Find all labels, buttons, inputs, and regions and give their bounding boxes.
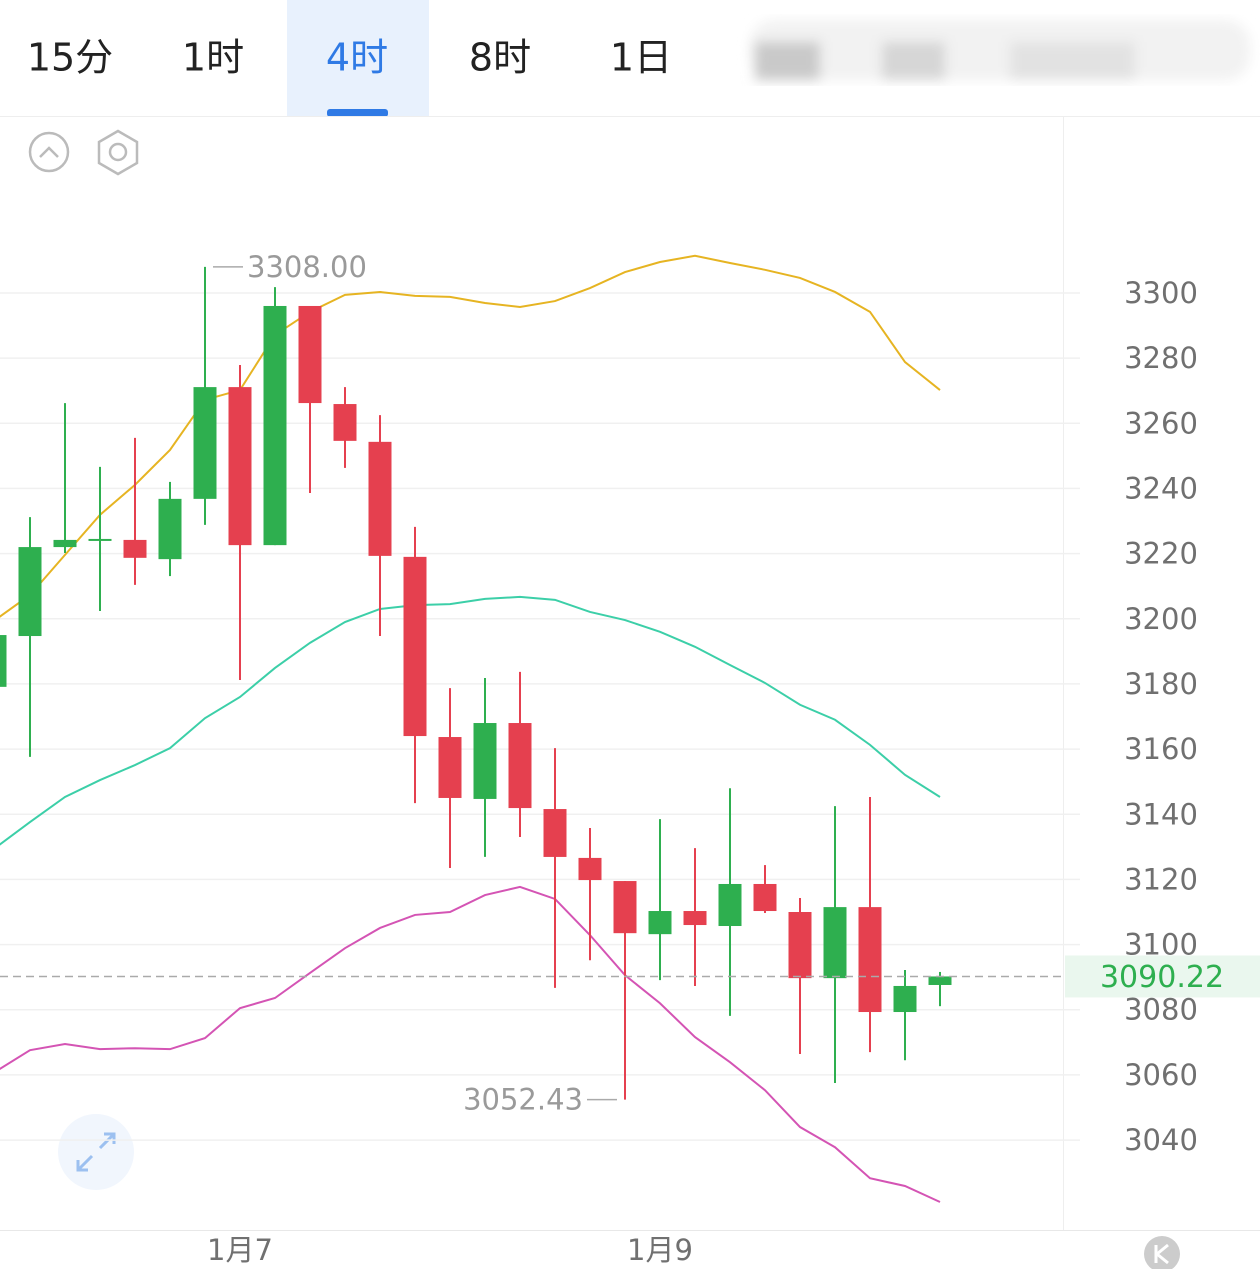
candle-body xyxy=(263,305,287,546)
last-price-box xyxy=(1065,955,1260,998)
fullscreen-icon xyxy=(76,1132,116,1172)
candle-body xyxy=(228,387,252,546)
blur xyxy=(755,42,820,80)
x-tick-label: 1月9 xyxy=(627,1233,693,1267)
settings-icon-center xyxy=(108,142,128,162)
candle-body xyxy=(578,857,602,881)
blur xyxy=(750,20,1250,80)
band-line xyxy=(0,595,941,846)
blur xyxy=(882,42,945,80)
band-line xyxy=(0,254,941,618)
candle-body xyxy=(473,723,497,799)
y-tick-label: 3280 xyxy=(1124,341,1198,375)
tab[interactable]: 15分 xyxy=(27,36,113,80)
last-price-label: 3090.22 xyxy=(1100,960,1224,995)
candle-body xyxy=(368,441,392,556)
candle-body xyxy=(18,547,42,637)
selected-tab-bg xyxy=(287,0,429,116)
blur xyxy=(1010,42,1135,80)
candle-body xyxy=(333,404,357,441)
tab-indicator xyxy=(327,109,388,117)
candle-body xyxy=(0,635,7,687)
candle-body xyxy=(88,538,112,541)
candle-body xyxy=(123,539,147,558)
candle-body xyxy=(403,556,427,737)
y-tick-label: 3040 xyxy=(1124,1123,1198,1157)
candle-body xyxy=(858,907,882,1013)
y-tick-label: 3200 xyxy=(1124,602,1198,636)
candle-body xyxy=(298,305,322,404)
candle-body xyxy=(718,883,742,927)
candle-body xyxy=(753,883,777,912)
candle-body xyxy=(893,985,917,1013)
x-tick-label: 1月7 xyxy=(207,1233,273,1267)
collapse-icon-arrow xyxy=(39,146,59,158)
y-tick-label: 3140 xyxy=(1124,797,1198,831)
min-label: 3052.43 xyxy=(463,1083,583,1117)
candle-body xyxy=(193,387,217,499)
y-tick-label: 3180 xyxy=(1124,667,1198,701)
y-tick-label: 3120 xyxy=(1124,862,1198,896)
candle-body xyxy=(823,907,847,979)
y-tick-label: 3240 xyxy=(1124,471,1198,505)
candle-body xyxy=(438,737,462,798)
candle-body xyxy=(158,498,182,560)
blurred-area xyxy=(750,20,1250,80)
y-tick-label: 3220 xyxy=(1124,537,1198,571)
candle-body xyxy=(613,881,637,934)
tab[interactable]: 1时 xyxy=(182,36,244,80)
tab[interactable]: 8时 xyxy=(469,36,531,80)
candle-body xyxy=(53,539,77,548)
settings-icon[interactable] xyxy=(97,129,139,176)
y-tick-label: 3260 xyxy=(1124,406,1198,440)
candle-body xyxy=(543,809,567,857)
y-tick-label: 3060 xyxy=(1124,1058,1198,1092)
y-tick-label: 3080 xyxy=(1124,993,1198,1027)
candle-body xyxy=(648,911,672,935)
candle-body xyxy=(508,723,532,809)
candle-body xyxy=(683,911,707,926)
collapse-icon[interactable] xyxy=(28,131,70,173)
band-line xyxy=(0,885,941,1203)
y-tick-label: 3300 xyxy=(1124,276,1198,310)
k-button[interactable] xyxy=(1144,1236,1180,1269)
candle-body xyxy=(928,976,952,985)
candle-body xyxy=(788,912,812,979)
y-tick-label: 3160 xyxy=(1124,732,1198,766)
tab[interactable]: 4时 xyxy=(326,36,388,80)
fullscreen-button[interactable] xyxy=(58,1114,134,1190)
k-icon xyxy=(1154,1243,1169,1265)
tab[interactable]: 1日 xyxy=(610,36,672,80)
max-label: 3308.00 xyxy=(247,250,367,284)
